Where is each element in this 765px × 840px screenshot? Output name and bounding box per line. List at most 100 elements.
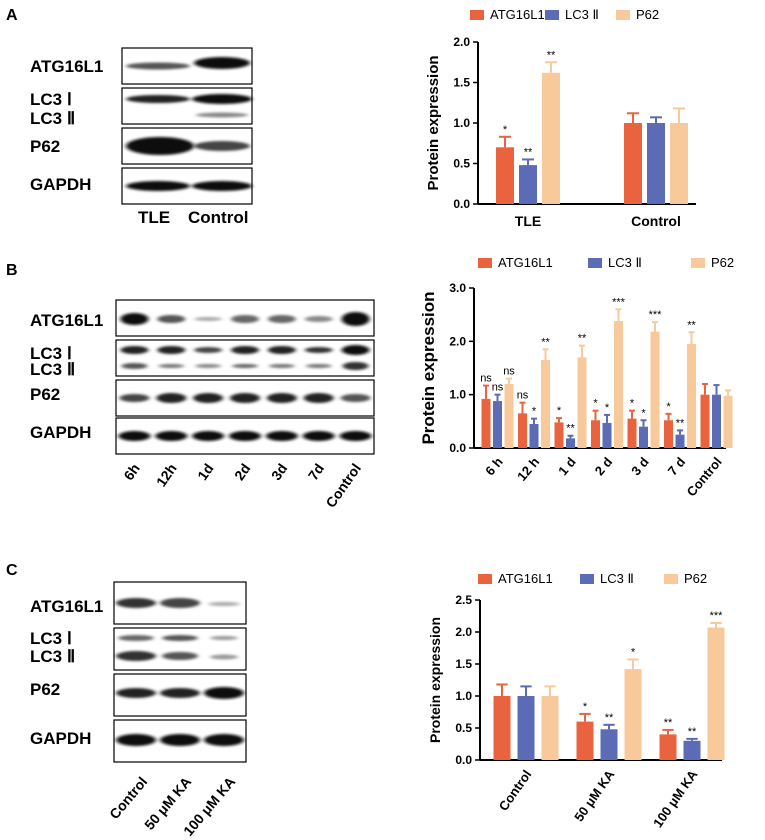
- bar: [602, 422, 612, 448]
- blot-c-lane-control: Control: [106, 774, 150, 822]
- blot-band: [195, 364, 222, 368]
- significance-label: ns: [492, 382, 504, 394]
- blot-band: [304, 347, 333, 353]
- blot-band: [266, 393, 297, 403]
- legend-swatch: [478, 258, 492, 268]
- legend-swatch: [588, 258, 602, 268]
- blot-b-lane-label: 6h: [120, 461, 142, 484]
- blot-c-row-lc3-1: LC3 Ⅰ: [30, 629, 72, 648]
- blot-band: [196, 112, 248, 118]
- bar: [723, 395, 733, 448]
- significance-label: ns: [517, 390, 529, 402]
- blot-b-row-gapdh: GAPDH: [30, 423, 91, 442]
- x-category-label: 2 d: [592, 454, 616, 478]
- bar: [576, 721, 594, 760]
- blot-b-lane-label: 1d: [194, 461, 216, 484]
- x-category-label: 12 h: [514, 454, 542, 484]
- x-category-label: 50 μM KA: [571, 767, 618, 825]
- blot-a-row-gapdh: GAPDH: [30, 175, 91, 194]
- blot-band: [119, 394, 150, 402]
- bar: [664, 420, 673, 448]
- significance-label: *: [593, 398, 598, 410]
- blot-b-row-p62: P62: [30, 385, 60, 404]
- blot-band: [229, 431, 261, 441]
- blot-band: [208, 602, 240, 606]
- blot-b-row-lc3-2: LC3 Ⅱ: [30, 360, 75, 379]
- blot-c-row-lc3-2: LC3 Ⅱ: [30, 647, 75, 666]
- blot-band: [126, 95, 190, 103]
- blot-band: [158, 364, 185, 368]
- blot-c-row-p62: P62: [30, 680, 60, 699]
- y-tick-label: 1.0: [453, 116, 470, 130]
- bar: [541, 696, 559, 760]
- blot-b-lane-label: 2d: [231, 461, 253, 484]
- legend-swatch: [470, 10, 484, 20]
- western-blot-b: ATG16L1 LC3 Ⅰ LC3 Ⅱ P62 GAPDH 6h 12h 1d 2d 3…: [30, 299, 375, 510]
- blot-a-row-p62: P62: [30, 137, 60, 156]
- significance-label: **: [524, 146, 533, 158]
- significance-label: **: [578, 333, 587, 345]
- legend-label: LC3 Ⅱ: [565, 7, 599, 22]
- blot-band: [126, 181, 190, 191]
- significance-label: *: [503, 124, 508, 136]
- legend-label: LC3 Ⅱ: [600, 571, 634, 586]
- blot-band: [303, 393, 334, 403]
- x-category-label: 6 h: [482, 454, 506, 478]
- blot-band: [155, 431, 188, 441]
- blot-a-strip-lc3: [121, 87, 253, 125]
- blot-band: [304, 316, 333, 322]
- legend-label: P62: [711, 255, 734, 270]
- y-tick-label: 1.5: [453, 76, 470, 90]
- blot-band: [126, 137, 194, 155]
- legend-swatch: [616, 10, 630, 20]
- y-tick-label: 0.5: [455, 721, 472, 735]
- legend-swatch: [664, 574, 678, 584]
- x-category-label: Control: [631, 213, 681, 229]
- bar: [614, 321, 623, 448]
- blot-band: [116, 598, 156, 608]
- blot-band: [231, 315, 259, 323]
- blot-band: [162, 635, 198, 641]
- legend-swatch: [691, 258, 705, 268]
- blot-band: [267, 346, 296, 354]
- significance-label: **: [547, 49, 556, 61]
- blot-band: [194, 347, 223, 353]
- bar: [554, 422, 564, 448]
- x-category-label: TLE: [515, 213, 541, 229]
- bar-chart-a: ATG16L1 LC3 Ⅱ P62 0.0 0.5 1.0 1.5 2.0 Protein ex…: [425, 7, 696, 229]
- y-tick-label: 1.0: [449, 388, 466, 402]
- bar: [624, 123, 642, 204]
- legend-label: P62: [636, 7, 659, 22]
- legend-label: LC3 Ⅱ: [608, 255, 642, 270]
- blot-band: [204, 734, 244, 746]
- blot-band: [265, 431, 298, 441]
- significance-label: *: [557, 405, 562, 417]
- blot-band: [194, 141, 250, 151]
- legend-label: ATG16L1: [490, 7, 545, 22]
- significance-label: *: [583, 701, 588, 713]
- blot-b-strip-lc3: [115, 339, 375, 377]
- x-category-label: 3 d: [628, 454, 652, 478]
- blot-band: [340, 394, 371, 402]
- significance-label: ns: [503, 366, 515, 378]
- significance-label: **: [566, 423, 575, 435]
- legend-label: P62: [684, 571, 707, 586]
- bar: [700, 394, 710, 448]
- blot-band: [192, 431, 225, 441]
- legend-label: ATG16L1: [498, 255, 553, 270]
- blot-band: [232, 364, 258, 368]
- bar: [517, 696, 535, 760]
- blot-a-row-lc3-1: LC3 Ⅰ: [30, 90, 72, 109]
- significance-label: **: [605, 712, 614, 724]
- panel-letter-b: B: [6, 262, 18, 279]
- bar: [493, 401, 502, 448]
- y-tick-label: 3.0: [449, 281, 466, 295]
- blot-band: [210, 654, 238, 660]
- bar: [481, 398, 491, 448]
- bar: [670, 123, 688, 204]
- significance-label: *: [630, 398, 635, 410]
- significance-label: **: [688, 726, 697, 738]
- bar: [542, 72, 560, 204]
- blot-band: [231, 346, 259, 354]
- significance-label: **: [687, 319, 696, 331]
